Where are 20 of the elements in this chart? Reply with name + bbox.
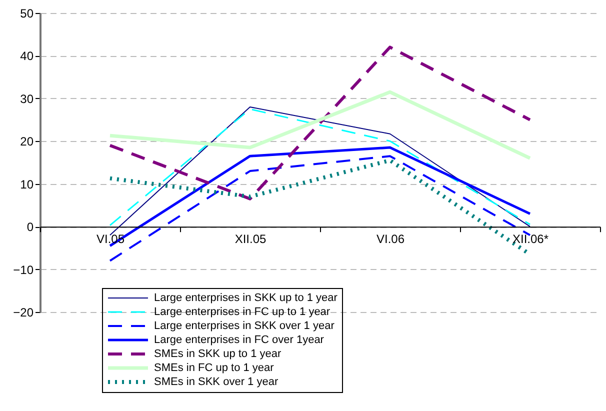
y-tick-label: 50 [20, 6, 34, 20]
y-tick-label: 10 [20, 177, 34, 192]
legend-label: SMEs in FC up to 1 year [154, 362, 274, 374]
legend-label: SMEs in SKK up to 1 year [154, 348, 282, 360]
legend-label: Large enterprises in FC up to 1 year [154, 306, 330, 318]
x-tick-label: VI.06 [376, 232, 405, 246]
y-tick-label: −10 [13, 262, 34, 277]
legend-label: SMEs in SKK over 1 year [154, 376, 278, 388]
legend-label: Large enterprises in FC over 1year [154, 334, 324, 346]
line-series [108, 46, 532, 200]
legend-label: Large enterprises in SKK up to 1 year [154, 292, 338, 304]
y-tick-label: −20 [13, 306, 34, 320]
x-tick-label: XII.05 [234, 232, 266, 246]
y-tick-label: 40 [20, 49, 34, 64]
y-tick-label: 20 [20, 134, 34, 149]
legend-label: Large enterprises in SKK over 1 year [154, 320, 335, 332]
line-series [108, 90, 532, 160]
x-tick-label: XII.06* [512, 232, 549, 246]
y-tick-label: 30 [20, 92, 34, 106]
y-tick-label: 0 [26, 220, 34, 234]
